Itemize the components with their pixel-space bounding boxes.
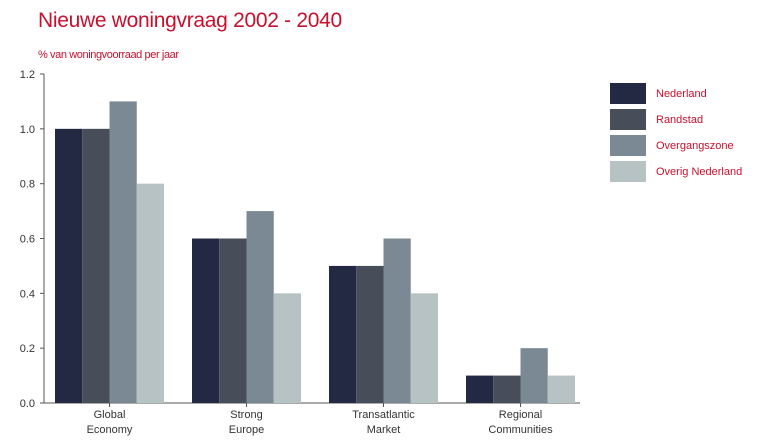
bar bbox=[55, 128, 83, 404]
x-tick-label: Regional bbox=[499, 409, 542, 421]
bar bbox=[329, 265, 357, 403]
x-tick-label: Transatlantic bbox=[352, 409, 415, 421]
x-tick-label: Global bbox=[94, 409, 126, 421]
x-tick-label: Communities bbox=[488, 424, 553, 436]
bar bbox=[383, 238, 411, 403]
chart-title: Nieuwe woningvraag 2002 - 2040 bbox=[38, 9, 342, 32]
bar bbox=[219, 238, 247, 403]
y-tick-label: 0.2 bbox=[20, 343, 35, 355]
bar bbox=[273, 293, 301, 403]
legend-label: Overig Nederland bbox=[656, 166, 742, 178]
y-tick-label: 0.4 bbox=[20, 288, 35, 300]
legend-label: Nederland bbox=[656, 88, 707, 100]
x-tick-label: Europe bbox=[229, 424, 264, 436]
legend-swatch bbox=[610, 83, 646, 104]
bar bbox=[109, 101, 137, 404]
bars bbox=[55, 101, 575, 404]
y-tick-label: 1.0 bbox=[20, 124, 35, 136]
legend: Nederland Randstad Overgangszone Overig Ned… bbox=[610, 83, 742, 182]
legend-swatch bbox=[610, 109, 646, 130]
legend-swatch bbox=[610, 161, 646, 182]
legend-swatch bbox=[610, 135, 646, 156]
x-tick-label: Market bbox=[367, 424, 401, 436]
bar bbox=[520, 348, 548, 403]
y-tick-label: 0.0 bbox=[20, 398, 35, 410]
x-tick-label: Economy bbox=[87, 424, 133, 436]
legend-label: Overgangszone bbox=[656, 140, 734, 152]
bar bbox=[466, 375, 494, 403]
x-tick-label: Strong bbox=[230, 409, 262, 421]
bar bbox=[246, 211, 274, 403]
bar bbox=[136, 183, 164, 403]
y-tick-label: 0.8 bbox=[20, 179, 35, 191]
y-tick-label: 1.2 bbox=[20, 69, 35, 81]
bar bbox=[356, 265, 384, 403]
chart-subtitle: % van woningvoorraad per jaar bbox=[38, 49, 179, 61]
bar bbox=[547, 375, 575, 403]
legend-label: Randstad bbox=[656, 114, 703, 126]
bar bbox=[192, 238, 220, 403]
bar bbox=[493, 375, 521, 403]
bar bbox=[410, 293, 438, 403]
y-tick-label: 0.6 bbox=[20, 234, 35, 246]
bar bbox=[82, 128, 110, 404]
